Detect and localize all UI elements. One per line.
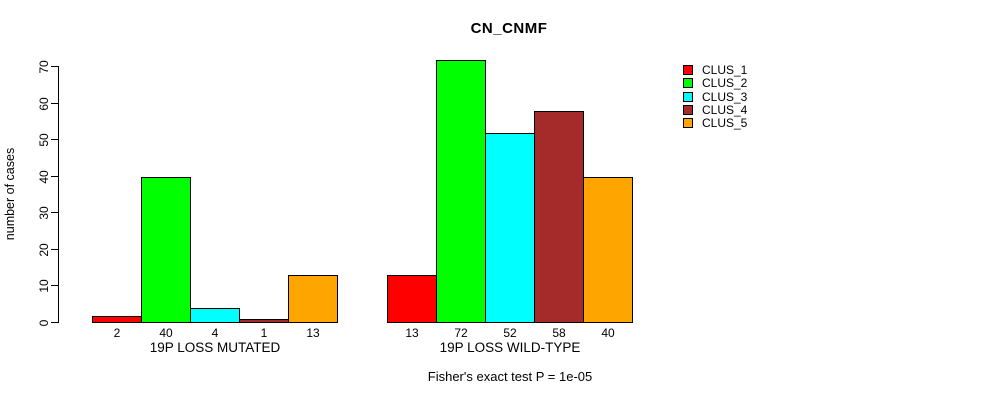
bar-value-label: 52 [503, 326, 517, 340]
y-axis-line [58, 66, 59, 323]
bar-clus_1-group2 [387, 275, 437, 323]
bar-value-label: 72 [454, 326, 468, 340]
bar-value-label: 13 [306, 326, 320, 340]
legend-label: CLUS_2 [702, 75, 748, 90]
y-tick-mark-10 [51, 285, 58, 286]
x-category-label-group2: 19P LOSS WILD-TYPE [439, 340, 581, 355]
y-tick-label-50: 50 [37, 132, 51, 147]
bar-clus_1-group1 [92, 316, 142, 323]
y-tick-mark-20 [51, 249, 58, 250]
legend-item-clus_2: CLUS_2 [683, 76, 747, 89]
chart-title: CN_CNMF [470, 20, 548, 37]
bar-clus_2-group1 [141, 177, 191, 323]
x-category-label-group1: 19P LOSS MUTATED [149, 340, 281, 355]
bar-value-label: 1 [260, 326, 268, 340]
annotation-fisher-test: Fisher's exact test P = 1e-05 [427, 369, 593, 384]
bar-clus_5-group1 [288, 275, 338, 323]
bar-clus_3-group2 [485, 133, 535, 323]
bar-value-label: 4 [211, 326, 219, 340]
bar-value-label: 13 [405, 326, 419, 340]
legend-swatch-clus_5 [683, 117, 693, 128]
legend-label: CLUS_4 [702, 102, 748, 117]
y-tick-label-30: 30 [37, 205, 51, 220]
y-tick-mark-40 [51, 176, 58, 177]
y-tick-mark-70 [51, 66, 58, 67]
legend-label: CLUS_5 [702, 115, 748, 130]
legend-swatch-clus_2 [683, 77, 693, 88]
y-tick-label-20: 20 [37, 242, 51, 257]
y-tick-label-0: 0 [37, 319, 51, 326]
bar-value-label: 40 [159, 326, 173, 340]
legend-label: CLUS_3 [702, 89, 748, 104]
y-tick-label-70: 70 [37, 59, 51, 74]
legend-item-clus_4: CLUS_4 [683, 103, 747, 116]
y-tick-label-40: 40 [37, 169, 51, 184]
legend-swatch-clus_1 [683, 64, 693, 75]
y-tick-mark-30 [51, 212, 58, 213]
y-tick-mark-60 [51, 103, 58, 104]
bar-value-label: 58 [552, 326, 566, 340]
legend-swatch-clus_4 [683, 104, 693, 115]
bar-value-label: 40 [601, 326, 615, 340]
legend-item-clus_5: CLUS_5 [683, 116, 747, 129]
y-tick-label-60: 60 [37, 96, 51, 111]
legend-swatch-clus_3 [683, 91, 693, 102]
bar-value-label: 2 [113, 326, 121, 340]
bar-clus_4-group1 [239, 319, 289, 323]
y-tick-mark-0 [51, 322, 58, 323]
legend-item-clus_1: CLUS_1 [683, 63, 747, 76]
legend: CLUS_1 CLUS_2 CLUS_3 CLUS_4 CLUS_5 [683, 63, 803, 133]
legend-label: CLUS_1 [702, 62, 748, 77]
y-axis-label: number of cases [3, 147, 17, 241]
y-tick-mark-50 [51, 139, 58, 140]
legend-item-clus_3: CLUS_3 [683, 90, 747, 103]
bar-clus_3-group1 [190, 308, 240, 323]
bar-clus_4-group2 [534, 111, 584, 323]
bar-clus_2-group2 [436, 60, 486, 323]
y-tick-label-10: 10 [37, 278, 51, 293]
bar-clus_5-group2 [583, 177, 633, 323]
